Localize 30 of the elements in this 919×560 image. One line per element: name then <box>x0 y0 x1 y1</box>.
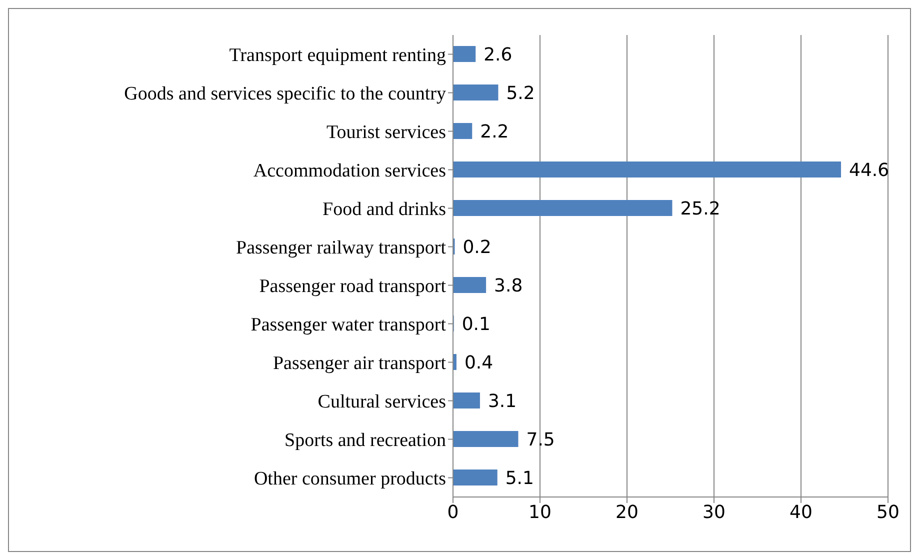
y-tick-label: Sports and recreation <box>284 430 446 451</box>
data-label: 0.4 <box>464 352 494 374</box>
data-label: 2.6 <box>484 44 512 66</box>
data-label: 5.2 <box>506 82 535 104</box>
data-label: 3.1 <box>488 390 517 412</box>
y-tick-label: Transport equipment renting <box>229 44 446 66</box>
data-label: 2.2 <box>480 121 509 142</box>
data-label: 7.5 <box>526 429 555 450</box>
y-tick-label: Other consumer products <box>254 468 446 490</box>
x-tick-label: 50 <box>876 502 900 523</box>
data-label: 3.8 <box>494 275 523 296</box>
y-tick-label: Cultural services <box>318 391 446 412</box>
y-tick-label: Food and drinks <box>322 198 446 220</box>
y-tick-label: Passenger water transport <box>250 314 447 336</box>
x-tick-label: 30 <box>702 502 726 523</box>
y-tick-label: Tourist services <box>326 122 446 143</box>
data-label: 25.2 <box>680 198 720 220</box>
x-tick-label: 0 <box>447 502 459 523</box>
data-label: 0.1 <box>462 314 491 335</box>
y-tick-label: Accommodation services <box>253 160 446 182</box>
y-tick-label: Passenger road transport <box>259 276 447 297</box>
data-label: 0.2 <box>462 236 492 258</box>
data-label: 5.1 <box>505 468 534 489</box>
x-tick-label: 10 <box>528 502 552 523</box>
y-tick-label: Goods and services specific to the country <box>124 83 446 104</box>
x-tick-label: 40 <box>790 502 812 523</box>
data-label: 44.6 <box>849 160 890 181</box>
y-tick-label: Passenger air transport <box>272 352 447 374</box>
y-tick-label: Passenger railway transport <box>236 237 447 258</box>
x-tick-label: 20 <box>616 502 638 523</box>
